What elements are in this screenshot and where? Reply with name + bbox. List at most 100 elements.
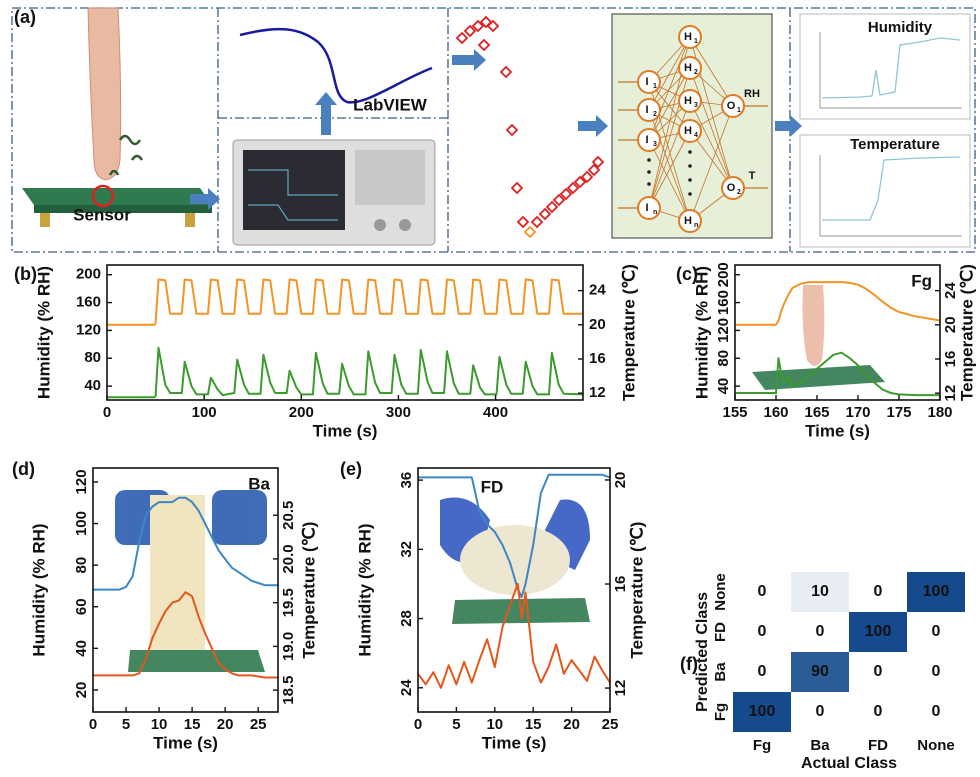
- y-axis-title: Humidity (% RH): [692, 266, 711, 399]
- x-category-label: Ba: [810, 737, 830, 754]
- panel-label: (e): [340, 459, 362, 479]
- x-tick-label: 20: [563, 716, 580, 733]
- x-axis-title: Time (s): [805, 421, 870, 440]
- y-tick-label: 80: [84, 349, 101, 366]
- annotation: Ba: [248, 474, 270, 493]
- y-axis-title: Humidity (% RH): [355, 523, 374, 656]
- x-tick-label: 155: [722, 404, 747, 421]
- node-subscript: 4: [694, 132, 698, 139]
- x-tick-label: 5: [122, 716, 130, 733]
- plot-title: Temperature: [850, 136, 940, 153]
- y2-tick-label: 16: [589, 350, 606, 367]
- node-label: I: [645, 76, 648, 88]
- x-tick-label: 10: [486, 716, 503, 733]
- y2-tick-label: 20: [612, 472, 629, 489]
- y-tick-label: 200: [715, 262, 732, 287]
- y2-tick-label: 24: [589, 282, 606, 299]
- y-tick-label: 36: [398, 472, 415, 489]
- cell-label: 0: [758, 583, 767, 600]
- y-tick-label: 160: [76, 294, 101, 311]
- node-label: H: [684, 215, 692, 227]
- node-subscript: 3: [694, 102, 698, 109]
- x-tick-label: 170: [845, 404, 870, 421]
- y2-axis-title: Temperature (℃): [619, 264, 638, 401]
- panel-label: (a): [14, 7, 36, 27]
- node-subscript: 1: [653, 83, 657, 90]
- x-axis-title: Time (s): [313, 421, 378, 440]
- y2-tick-label: 16: [942, 351, 959, 368]
- y2-tick-label: 12: [589, 384, 606, 401]
- plot-title: Humidity: [868, 19, 933, 36]
- node-subscript: n: [653, 209, 657, 216]
- cell-label: 0: [816, 703, 825, 720]
- inset-d: [115, 490, 267, 672]
- y-category-label: Fg: [712, 703, 729, 721]
- x-tick-label: 300: [386, 404, 411, 421]
- cell-label: 0: [758, 663, 767, 680]
- y-tick-label: 80: [715, 350, 732, 367]
- plot-frame: [107, 265, 583, 400]
- ellipsis-dot: [688, 178, 692, 182]
- panel-label: (d): [12, 459, 35, 479]
- x-tick-label: 15: [184, 716, 201, 733]
- y-tick-label: 200: [76, 266, 101, 283]
- x-category-label: FD: [868, 737, 888, 754]
- ellipsis-dot: [647, 182, 651, 186]
- cell-label: 0: [816, 623, 825, 640]
- ellipsis-dot: [647, 170, 651, 174]
- cell-label: 100: [749, 703, 776, 720]
- y-tick-label: 120: [715, 318, 732, 343]
- sensor-label: Sensor: [73, 205, 131, 224]
- data-line: [735, 282, 940, 325]
- node-subscript: 2: [653, 111, 657, 118]
- output-label: T: [749, 170, 756, 182]
- y-tick-label: 32: [398, 541, 415, 558]
- x-category-label: None: [917, 737, 955, 754]
- x-tick-label: 400: [483, 404, 508, 421]
- node-subscript: 2: [737, 189, 741, 196]
- x-tick-label: 160: [763, 404, 788, 421]
- node-label: I: [645, 202, 648, 214]
- y2-tick-label: 20: [942, 316, 959, 333]
- inset-e: [440, 498, 590, 625]
- x-axis-title: Actual Class: [801, 755, 897, 772]
- x-tick-label: 0: [103, 404, 111, 421]
- x-tick-label: 10: [151, 716, 168, 733]
- x-tick-label: 200: [289, 404, 314, 421]
- y-tick-label: 160: [715, 290, 732, 315]
- cell-label: 0: [758, 623, 767, 640]
- node-subscript: 2: [694, 69, 698, 76]
- signal-curve: [240, 29, 432, 102]
- y2-tick-label: 16: [612, 576, 629, 593]
- node-label: O: [727, 100, 736, 112]
- node-subscript: 1: [737, 107, 741, 114]
- y-axis-title: Predicted Class: [694, 592, 711, 712]
- cell-label: 0: [932, 663, 941, 680]
- cell-label: 0: [932, 703, 941, 720]
- y-tick-label: 60: [73, 598, 90, 615]
- x-tick-label: 5: [452, 716, 460, 733]
- x-tick-label: 25: [602, 716, 619, 733]
- y2-tick-label: 19.5: [280, 588, 297, 617]
- analyzer: [233, 140, 435, 245]
- y2-tick-label: 20.0: [280, 544, 297, 573]
- x-tick-label: 0: [89, 716, 97, 733]
- y2-tick-label: 20: [589, 316, 606, 333]
- cell-label: 100: [865, 623, 892, 640]
- node-label: H: [684, 125, 692, 137]
- y2-axis-title: Temperature (℃): [299, 522, 318, 659]
- node-label: H: [684, 95, 692, 107]
- x-tick-label: 15: [525, 716, 542, 733]
- figure: (a)SensorLabVIEWHumidityTemperatureI1I2I…: [0, 0, 980, 777]
- annotation: Fg: [911, 271, 932, 290]
- software-label: LabVIEW: [353, 95, 428, 114]
- annotation: FD: [481, 477, 504, 496]
- node-label: I: [645, 104, 648, 116]
- x-tick-label: 25: [250, 716, 267, 733]
- x-tick-label: 100: [192, 404, 217, 421]
- cell-label: 90: [811, 663, 829, 680]
- y2-tick-label: 19.0: [280, 632, 297, 661]
- y-tick-label: 40: [73, 640, 90, 657]
- y-tick-label: 28: [398, 610, 415, 627]
- cell-label: 0: [874, 703, 883, 720]
